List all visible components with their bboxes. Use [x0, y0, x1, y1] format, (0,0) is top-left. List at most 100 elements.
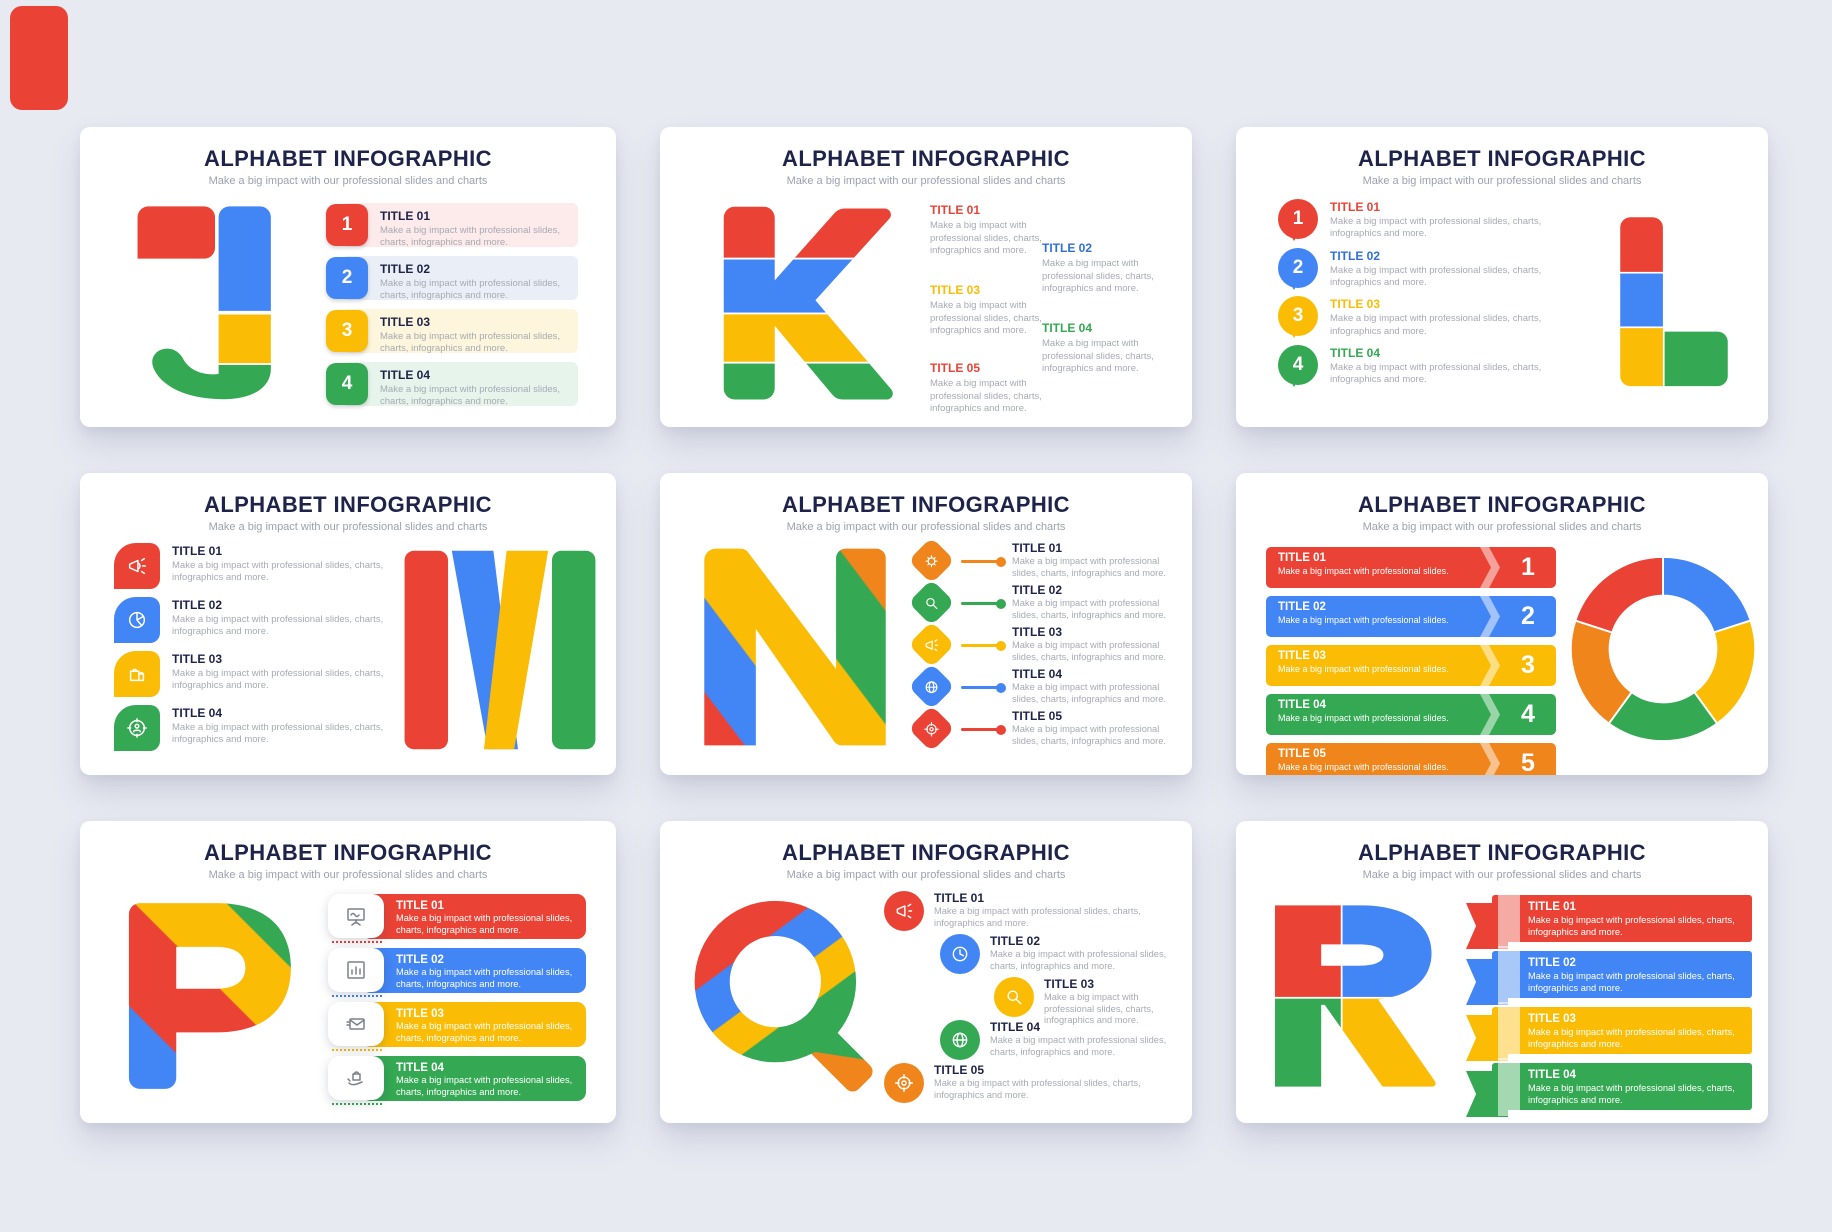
item-desc: Make a big impact with professional slid… [380, 225, 561, 249]
icon-chip [328, 948, 384, 992]
item-desc: Make a big impact with professional slid… [1012, 640, 1166, 662]
diamond-badge [908, 705, 955, 752]
list-item: TITLE 03 Make a big impact with professi… [328, 1002, 586, 1051]
item-title: TITLE 01 [396, 900, 444, 912]
card-title: ALPHABET INFOGRAPHIC [782, 840, 1070, 865]
card-header: ALPHABET INFOGRAPHIC Make a big impact w… [80, 473, 616, 533]
item-bar: TITLE 04 Make a big impact with professi… [362, 1056, 586, 1101]
list-item: TITLE 02 Make a big impact with professi… [114, 597, 386, 643]
card-body: TITLE 01 Make a big impact with professi… [660, 193, 1192, 419]
list-item: 2 TITLE 02 Make a big impact with profes… [326, 256, 578, 301]
list-item: TITLE 05 Make a big impact with professi… [908, 705, 1178, 752]
item-strip: TITLE 03 Make a big impact with professi… [342, 309, 578, 354]
icon-chip [114, 543, 160, 589]
circle-badge [940, 1020, 980, 1060]
pin-number-badge: 3 [1278, 296, 1318, 339]
item-desc: Make a big impact with professional slid… [1330, 362, 1542, 386]
ribbon-item: TITLE 02 Make a big impact with professi… [1466, 946, 1752, 1005]
card-body: 1 TITLE 01 Make a big impact with profes… [1236, 193, 1768, 419]
item-list: TITLE 01 Make a big impact with professi… [884, 889, 1186, 1113]
slide-card-o: ALPHABET INFOGRAPHIC Make a big impact w… [1236, 473, 1768, 775]
item-desc: Make a big impact with professional slid… [1012, 682, 1166, 704]
pin-number-badge: 4 [1278, 345, 1318, 388]
card-body: TITLE 01 Make a big impact with professi… [660, 537, 1192, 765]
list-item: TITLE 02 Make a big impact with professi… [1042, 241, 1168, 296]
ribbon-bar: TITLE 01 Make a big impact with professi… [1492, 895, 1752, 942]
number-badge: 3 [326, 310, 368, 352]
ribbon-bar: TITLE 02 Make a big impact with professi… [1492, 951, 1752, 998]
slide-grid: ALPHABET INFOGRAPHIC Make a big impact w… [80, 127, 1768, 1123]
pin-number-badge: 2 [1278, 247, 1318, 290]
list-item: 3 TITLE 03 Make a big impact with profes… [326, 309, 578, 354]
circle-badge [940, 934, 980, 974]
list-item: TITLE 04 Make a big impact with professi… [1042, 321, 1168, 376]
slide-card-r: ALPHABET INFOGRAPHIC Make a big impact w… [1236, 821, 1768, 1123]
item-title: TITLE 04 [990, 1020, 1041, 1034]
pin-number-badge: 1 [1278, 199, 1318, 241]
cropped-slide-fragment [10, 6, 68, 110]
list-item: TITLE 01 Make a big impact with professi… [328, 894, 586, 943]
list-item: TITLE 04 Make a big impact with professi… [328, 1056, 586, 1105]
item-title: TITLE 04 [396, 1062, 444, 1074]
letter-l-graphic [1620, 217, 1728, 387]
connector-line [961, 598, 1006, 609]
item-desc: Make a big impact with professional slid… [1528, 971, 1735, 993]
letter-o-donut-graphic [1569, 555, 1757, 743]
item-title: TITLE 01 [172, 544, 223, 558]
item-desc: Make a big impact with professional slid… [1278, 566, 1449, 576]
card-subtitle: Make a big impact with our professional … [1362, 521, 1642, 533]
list-item: TITLE 01 Make a big impact with professi… [114, 543, 386, 589]
card-header: ALPHABET INFOGRAPHIC Make a big impact w… [1236, 473, 1768, 533]
card-header: ALPHABET INFOGRAPHIC Make a big impact w… [660, 821, 1192, 881]
dotted-line [332, 995, 382, 997]
ribbon-strip [1498, 1002, 1520, 1060]
bar-number: 3 [1521, 651, 1535, 679]
card-title: ALPHABET INFOGRAPHIC [1358, 492, 1646, 517]
card-title: ALPHABET INFOGRAPHIC [204, 492, 492, 517]
item-title: TITLE 02 [990, 934, 1041, 948]
ribbon-strip [1498, 946, 1520, 1004]
item-desc: Make a big impact with professional slid… [930, 300, 1042, 337]
item-title: TITLE 05 [934, 1063, 985, 1077]
item-title: TITLE 03 [1044, 977, 1095, 991]
connector-line [961, 556, 1006, 567]
item-desc: Make a big impact with professional slid… [1044, 992, 1154, 1026]
bar-number: 1 [1521, 553, 1535, 581]
item-desc: Make a big impact with professional slid… [396, 967, 573, 989]
list-item: 3 TITLE 03 Make a big impact with profes… [1278, 296, 1590, 339]
slide-card-q: ALPHABET INFOGRAPHIC Make a big impact w… [660, 821, 1192, 1123]
slide-card-p: ALPHABET INFOGRAPHIC Make a big impact w… [80, 821, 616, 1123]
item-list: TITLE 01 Make a big impact with professi… [114, 543, 386, 765]
item-strip: TITLE 04 Make a big impact with professi… [342, 362, 578, 407]
megaphone-icon [128, 557, 146, 575]
item-title: TITLE 02 [1330, 248, 1381, 263]
item-list: TITLE 01 Make a big impact with professi… [908, 537, 1178, 765]
search-icon [926, 597, 938, 609]
card-header: ALPHABET INFOGRAPHIC Make a big impact w… [1236, 821, 1768, 881]
item-desc: Make a big impact with professional slid… [934, 906, 1141, 928]
list-item: TITLE 03 Make a big impact with professi… [994, 977, 1186, 1025]
dotted-line [332, 1103, 382, 1105]
number-badge: 1 [326, 204, 368, 246]
search-icon [1007, 990, 1022, 1005]
item-strip: TITLE 01 Make a big impact with professi… [342, 203, 578, 249]
slide-card-l: ALPHABET INFOGRAPHIC Make a big impact w… [1236, 127, 1768, 427]
item-desc: Make a big impact with professional slid… [930, 220, 1042, 257]
item-title: TITLE 04 [1042, 321, 1093, 335]
card-body: TITLE 01 Make a big impact with professi… [660, 887, 1192, 1113]
diamond-badge [908, 663, 955, 710]
item-title: TITLE 01 [380, 209, 431, 223]
item-title: TITLE 03 [172, 652, 223, 666]
card-subtitle: Make a big impact with our professional … [1362, 869, 1642, 881]
list-item: TITLE 03 Make a big impact with professi… [930, 283, 1056, 338]
item-desc: Make a big impact with professional slid… [1042, 258, 1154, 295]
card-title: ALPHABET INFOGRAPHIC [1358, 840, 1646, 865]
ribbon-bar: TITLE 04 Make a big impact with professi… [1492, 1063, 1752, 1110]
circle-badge [994, 977, 1034, 1017]
list-item: TITLE 01 Make a big impact with professi… [884, 891, 1186, 931]
card-title: ALPHABET INFOGRAPHIC [782, 146, 1070, 171]
item-desc: Make a big impact with professional slid… [172, 668, 384, 692]
target-audience-icon [127, 718, 147, 738]
ribbon-item: TITLE 01 Make a big impact with professi… [1466, 890, 1752, 949]
item-desc: Make a big impact with professional slid… [172, 722, 384, 746]
